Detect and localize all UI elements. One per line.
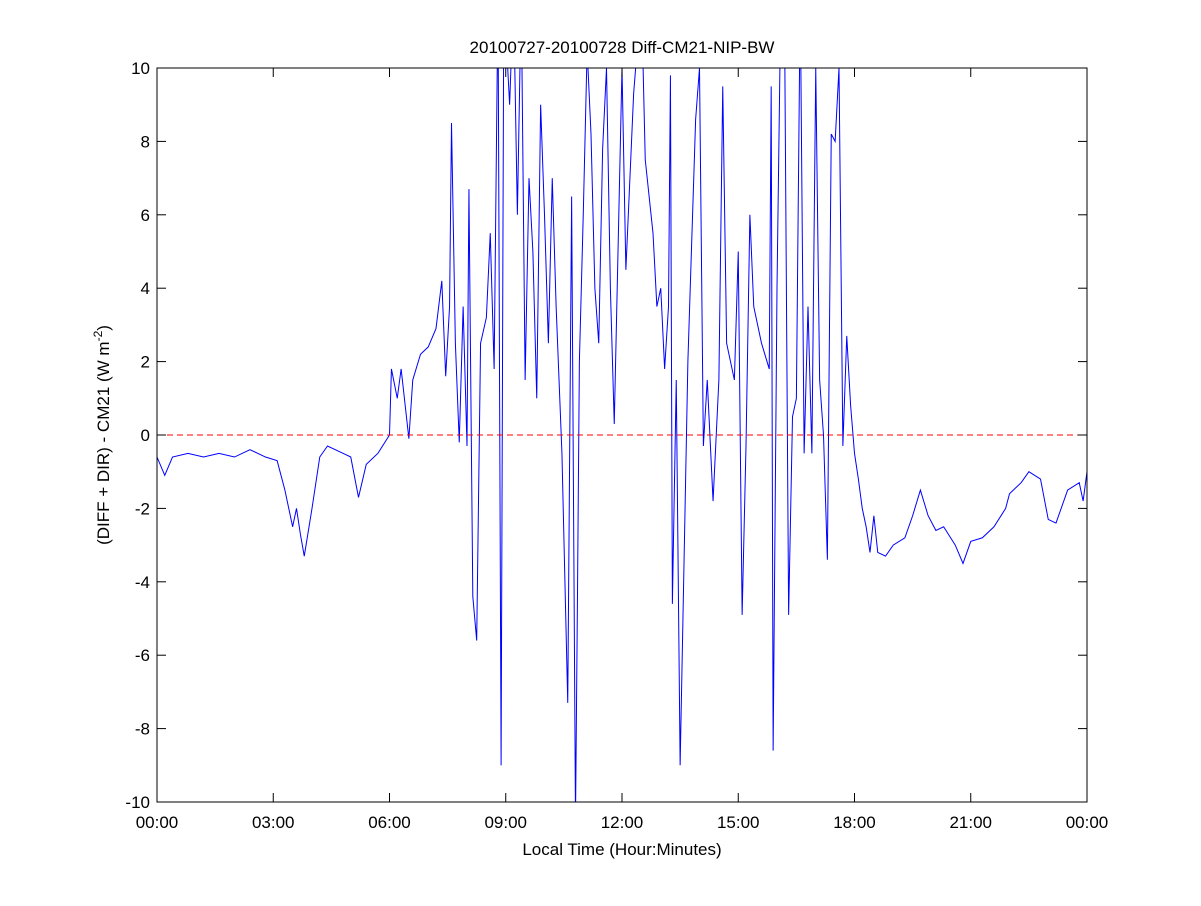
y-tick-label: -10 [125, 793, 150, 812]
y-tick-label: 2 [141, 353, 150, 372]
y-axis-label-main: (DIFF + DIR) - CM21 (W m [94, 341, 113, 545]
x-axis-label: Local Time (Hour:Minutes) [522, 840, 721, 859]
y-tick-label: -8 [135, 720, 150, 739]
x-tick-label: 06:00 [368, 813, 411, 832]
y-tick-label: -4 [135, 573, 150, 592]
y-axis-label: (DIFF + DIR) - CM21 (W m-2) [91, 325, 113, 545]
x-tick-label: 00:00 [1066, 813, 1109, 832]
axes-box [156, 67, 1088, 803]
plot-marks [157, 68, 1087, 802]
x-tick-label: 09:00 [484, 813, 527, 832]
ticks: 00:00 03:00 06:00 09:00 12:00 15:00 18:00 21:00… [125, 59, 1108, 832]
y-tick-label: 8 [141, 132, 150, 151]
data-line [157, 68, 1087, 802]
y-tick-label: -2 [135, 499, 150, 518]
x-tick-label: 00:00 [136, 813, 179, 832]
y-tick-label: 4 [141, 279, 150, 298]
x-tick-label: 15:00 [717, 813, 760, 832]
x-tick-label: 21:00 [949, 813, 992, 832]
y-tick-label: 6 [141, 206, 150, 225]
y-tick-label: -6 [135, 646, 150, 665]
y-axis-label-end: ) [94, 325, 113, 331]
x-tick-label: 03:00 [252, 813, 295, 832]
y-axis-label-sup: -2 [91, 330, 105, 341]
chart-title: 20100727-20100728 Diff-CM21-NIP-BW [470, 38, 775, 57]
y-tick-label: 10 [131, 59, 150, 78]
x-tick-label: 18:00 [833, 813, 876, 832]
x-tick-label: 12:00 [601, 813, 644, 832]
y-tick-label: 0 [141, 426, 150, 445]
